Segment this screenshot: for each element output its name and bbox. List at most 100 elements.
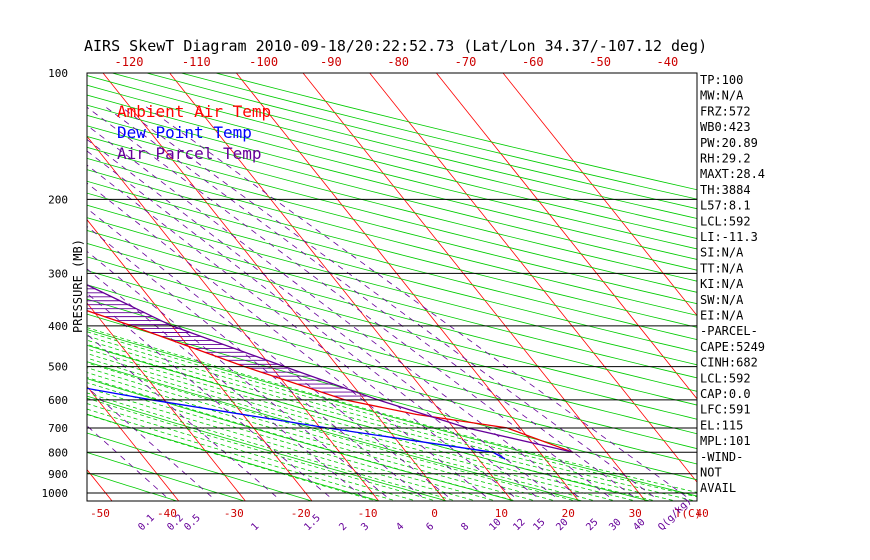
- mixing-ratio-line: [87, 292, 330, 497]
- mixing-ratio-line: [87, 138, 556, 497]
- mixing-ratio-line: [87, 164, 515, 497]
- bottom-temp-tick-label: -50: [90, 507, 110, 520]
- mixing-ratio-label: 30: [607, 517, 623, 533]
- dry-adiabat-line: [87, 284, 697, 450]
- isotherm-line: [502, 73, 697, 317]
- moist-adiabat-line: [87, 357, 598, 501]
- mixing-ratio-line: [120, 105, 654, 497]
- moist-adiabat-line: [87, 387, 478, 501]
- mixing-ratio-line: [87, 106, 610, 497]
- pressure-tick-label: 700: [48, 422, 68, 435]
- legend-entry: Ambient Air Temp: [117, 102, 271, 121]
- isotherm-line: [0, 64, 46, 502]
- bottom-temp-tick-label: 30: [629, 507, 642, 520]
- bottom-temp-tick-label: -10: [358, 507, 378, 520]
- mixing-ratio-line: [87, 150, 537, 497]
- mixing-ratio-label: 3: [359, 521, 371, 533]
- mixing-ratio-line: [145, 105, 687, 497]
- dry-adiabat-line: [87, 146, 697, 305]
- stat-item: CAP:0.0: [700, 387, 751, 401]
- cape-hatching: [87, 284, 368, 397]
- stat-item: LI:-11.3: [700, 230, 758, 244]
- mixing-ratio-label: 6: [424, 521, 436, 533]
- bottom-temp-tick-label: 0: [431, 507, 438, 520]
- series-line-dew-point-temp: [87, 387, 506, 460]
- stat-item: -PARCEL-: [700, 324, 758, 338]
- legend-entry: Air Parcel Temp: [117, 144, 262, 163]
- dry-adiabat-line: [87, 452, 246, 501]
- stat-item: KI:N/A: [700, 277, 744, 291]
- mixing-ratio-line: [87, 333, 277, 497]
- dry-adiabat-line: [87, 256, 697, 420]
- moist-adiabat-line: [87, 382, 498, 501]
- bottom-temp-tick-label: -20: [291, 507, 311, 520]
- mixing-ratio-label: 15: [531, 517, 547, 533]
- dry-adiabat-line: [87, 413, 382, 501]
- pressure-tick-label: 600: [48, 394, 68, 407]
- top-temp-tick-label: -70: [455, 55, 477, 69]
- series-line-air-parcel-temp: [87, 284, 574, 453]
- stat-item: FRZ:572: [700, 104, 751, 118]
- isotherm-line: [302, 73, 646, 501]
- bottom-temp-tick-label: -30: [224, 507, 244, 520]
- stat-item: MW:N/A: [700, 89, 744, 103]
- dry-adiabat-line: [87, 217, 697, 379]
- dry-adiabat-line: [87, 94, 697, 250]
- dry-adiabat-line: [87, 104, 697, 260]
- top-temp-tick-label: -40: [657, 55, 679, 69]
- mixing-ratio-label: 12: [511, 517, 527, 533]
- mixing-ratio-line: [87, 268, 363, 497]
- pressure-tick-label: 500: [48, 361, 68, 374]
- legend: Ambient Air Temp Dew Point Temp Air Parcel…: [117, 102, 271, 163]
- dry-adiabat-line: [87, 243, 697, 406]
- top-temp-tick-label: -100: [249, 55, 278, 69]
- dry-adiabat-line: [87, 136, 697, 293]
- mixing-ratio-line: [87, 250, 387, 497]
- pressure-lines: [86, 72, 698, 502]
- stat-item: CAPE:5249: [700, 340, 765, 354]
- stat-item: TP:100: [700, 73, 743, 87]
- moist-adiabat-line: [87, 392, 458, 501]
- dry-adiabat-line: [87, 192, 697, 353]
- stat-item: LCL:592: [700, 371, 751, 385]
- pressure-tick-label: 200: [48, 193, 68, 206]
- mixing-ratio-line: [87, 124, 579, 497]
- bottom-temp-tick-label: 40: [695, 507, 708, 520]
- isotherm-line: [235, 73, 580, 501]
- isotherm-line: [87, 385, 180, 501]
- top-temp-tick-label: -60: [522, 55, 544, 69]
- stat-item: EI:N/A: [700, 309, 744, 323]
- bottom-temp-tick-label: -40: [157, 507, 177, 520]
- top-temp-tick-label: -120: [115, 55, 144, 69]
- stat-item: L57:8.1: [700, 199, 751, 213]
- dry-adiabat-line: [87, 329, 697, 497]
- profile-curves: [87, 284, 574, 460]
- stat-item: EL:115: [700, 418, 743, 432]
- stat-item: AVAIL: [700, 481, 736, 495]
- stat-item: RH:29.2: [700, 152, 751, 166]
- mixing-ratio-label: 4: [394, 521, 406, 533]
- mixing-ratio-label: 8: [459, 521, 471, 533]
- stat-item: CINH:682: [700, 356, 758, 370]
- top-temp-tick-label: -90: [320, 55, 342, 69]
- dry-adiabat-line: [87, 270, 697, 435]
- dry-adiabat-line: [87, 229, 697, 392]
- top-temp-tick-label: -80: [387, 55, 409, 69]
- stat-item: TT:N/A: [700, 261, 744, 275]
- y-axis-label: PRESSURE (MB): [71, 239, 85, 333]
- pressure-tick-label: 800: [48, 446, 68, 459]
- moist-adiabat-line: [87, 353, 618, 501]
- stat-item: PW:20.89: [700, 136, 758, 150]
- stat-item: MAXT:28.4: [700, 167, 765, 181]
- dry-adiabat-line: [87, 432, 314, 501]
- dry-adiabat-line: [87, 125, 697, 282]
- pressure-tick-label: 1000: [42, 487, 69, 500]
- moist-adiabat-line: [87, 331, 697, 498]
- mixing-ratio-line: [87, 225, 423, 497]
- mixing-ratio-label: 2: [337, 521, 349, 533]
- moist-adiabat-line: [87, 335, 697, 501]
- moist-adiabat-line: [87, 344, 658, 501]
- stat-item: SI:N/A: [700, 246, 744, 260]
- thermo-grid: [0, 64, 697, 502]
- dry-adiabat-line: [87, 114, 697, 271]
